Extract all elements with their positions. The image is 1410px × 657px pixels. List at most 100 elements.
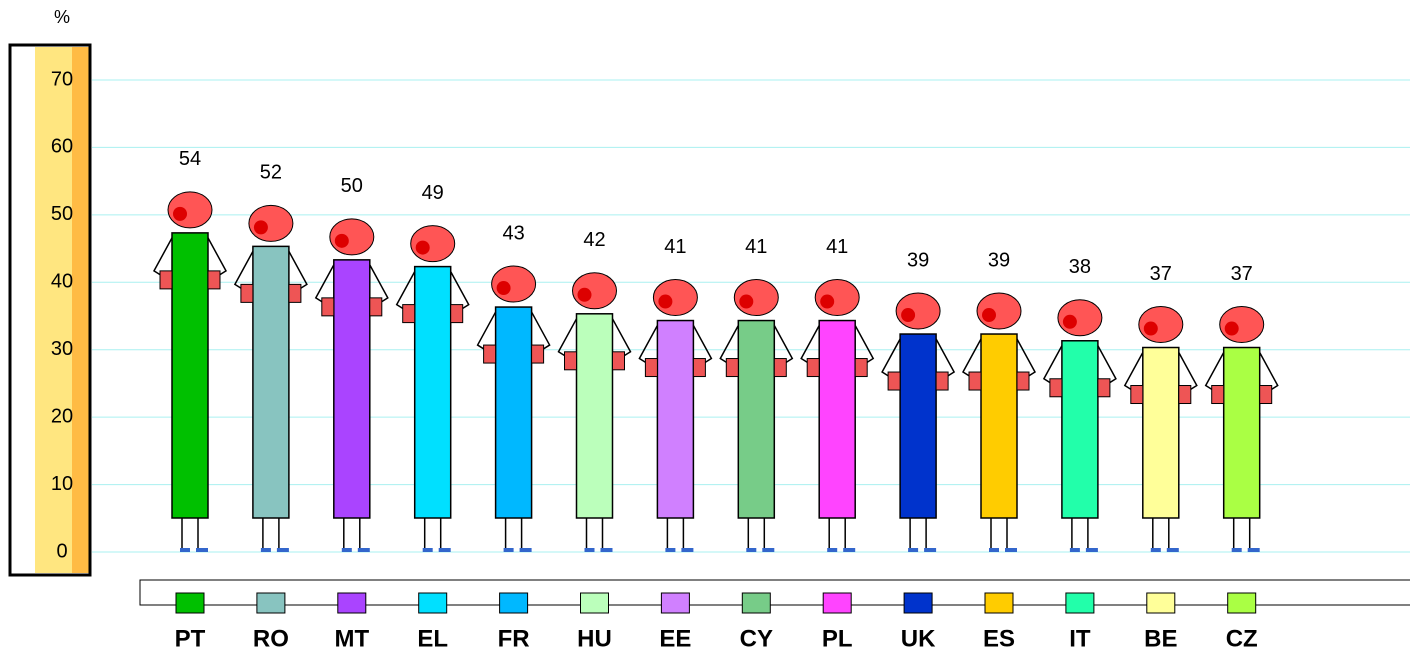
legend-swatch bbox=[580, 592, 609, 614]
legend-swatch bbox=[175, 592, 205, 614]
figure-hand bbox=[1097, 378, 1111, 398]
figure-nose bbox=[901, 308, 916, 323]
bar bbox=[252, 245, 290, 519]
value-label: 38 bbox=[1069, 256, 1091, 278]
figure-nose bbox=[820, 294, 835, 309]
figure-hand bbox=[773, 358, 787, 378]
figure-foot bbox=[746, 548, 757, 552]
x-tick-label: PT bbox=[175, 625, 206, 652]
figure-foot bbox=[438, 548, 451, 552]
figure-foot bbox=[1150, 548, 1161, 552]
axis-frame bbox=[8, 43, 92, 577]
value-label: 37 bbox=[1150, 263, 1172, 285]
figure-hand bbox=[159, 270, 173, 290]
figure-foot bbox=[584, 548, 595, 552]
figure-hand bbox=[1049, 378, 1063, 398]
figure-foot bbox=[843, 548, 856, 552]
value-label: 41 bbox=[664, 236, 686, 258]
legend-swatch bbox=[337, 592, 367, 614]
figure-foot bbox=[1069, 548, 1080, 552]
figure-foot bbox=[989, 548, 999, 552]
figure-nose bbox=[173, 206, 187, 221]
bar bbox=[818, 319, 856, 519]
figure-hand bbox=[450, 304, 464, 324]
legend-swatch bbox=[741, 592, 771, 614]
figure-foot bbox=[762, 548, 775, 552]
figure-foot bbox=[196, 548, 208, 552]
x-tick-label: HU bbox=[577, 625, 612, 652]
value-label: 37 bbox=[1231, 263, 1253, 285]
figure-hand bbox=[968, 371, 982, 391]
legend-swatch bbox=[984, 592, 1014, 614]
value-label: 50 bbox=[341, 175, 363, 197]
figure-legs bbox=[1071, 518, 1089, 550]
figure-foot bbox=[180, 548, 190, 552]
y-tick-label: 70 bbox=[51, 68, 73, 90]
figure-foot bbox=[1166, 548, 1179, 552]
x-tick-label: CZ bbox=[1226, 625, 1258, 652]
figure-legs bbox=[504, 518, 523, 550]
x-tick-label: EL bbox=[417, 625, 448, 652]
x-tick-label: UK bbox=[901, 625, 936, 652]
x-tick-label: BE bbox=[1144, 625, 1177, 652]
figure-foot bbox=[665, 548, 676, 552]
figure-foot bbox=[341, 548, 352, 552]
figure-legs bbox=[585, 518, 604, 550]
x-tick-label: FR bbox=[498, 625, 530, 652]
axis-band bbox=[35, 47, 72, 573]
value-label: 52 bbox=[260, 162, 282, 184]
figure-foot bbox=[1247, 548, 1260, 552]
figure-hand bbox=[1130, 385, 1144, 405]
x-tick-label: PL bbox=[822, 625, 853, 652]
figure-hand bbox=[402, 304, 416, 324]
figure-hand bbox=[1016, 371, 1030, 391]
figure-hand bbox=[483, 344, 497, 364]
bar bbox=[413, 265, 452, 519]
figure-hand bbox=[692, 358, 706, 378]
legend-swatch bbox=[1146, 592, 1176, 614]
legend-swatch bbox=[499, 592, 529, 614]
y-tick-label: 40 bbox=[51, 271, 73, 293]
figure-legs bbox=[343, 518, 361, 550]
figure-nose bbox=[415, 240, 430, 255]
y-tick-label: 20 bbox=[51, 405, 73, 427]
figure-nose bbox=[658, 294, 673, 309]
value-label: 49 bbox=[422, 182, 444, 204]
figure-hand bbox=[854, 358, 868, 378]
figure-legs bbox=[1232, 518, 1251, 550]
bar bbox=[737, 319, 776, 519]
y-tick-label: 30 bbox=[51, 338, 73, 360]
figure-nose bbox=[496, 281, 511, 296]
legend-swatch bbox=[1065, 592, 1095, 614]
figure-legs bbox=[909, 518, 927, 550]
figure-legs bbox=[423, 518, 442, 550]
figure-hand bbox=[612, 351, 625, 371]
bar bbox=[575, 313, 614, 519]
figure-nose bbox=[1224, 321, 1239, 336]
figure-hand bbox=[887, 371, 901, 391]
figure-hand bbox=[1211, 385, 1225, 405]
bar bbox=[1061, 340, 1099, 519]
bar bbox=[1222, 346, 1261, 519]
legend-swatch bbox=[903, 592, 933, 614]
y-tick-label: 60 bbox=[51, 136, 73, 158]
figure-foot bbox=[1231, 548, 1242, 552]
legend-swatch bbox=[418, 592, 448, 614]
figure-nose bbox=[334, 233, 349, 248]
bar bbox=[333, 259, 371, 519]
figure-foot bbox=[519, 548, 532, 552]
figure-hand bbox=[935, 371, 949, 391]
figure-legs bbox=[666, 518, 685, 550]
y-tick-label: 0 bbox=[56, 540, 67, 562]
figure-foot bbox=[357, 548, 370, 552]
x-tick-label: MT bbox=[334, 625, 369, 652]
bar bbox=[1142, 346, 1180, 519]
x-tick-label: CY bbox=[740, 625, 773, 652]
bar bbox=[899, 333, 937, 519]
y-tick-label: 50 bbox=[51, 203, 73, 225]
figure-nose bbox=[577, 287, 592, 302]
value-label: 43 bbox=[502, 222, 524, 244]
figure-foot bbox=[681, 548, 694, 552]
figure-foot bbox=[422, 548, 433, 552]
bar bbox=[494, 306, 533, 519]
